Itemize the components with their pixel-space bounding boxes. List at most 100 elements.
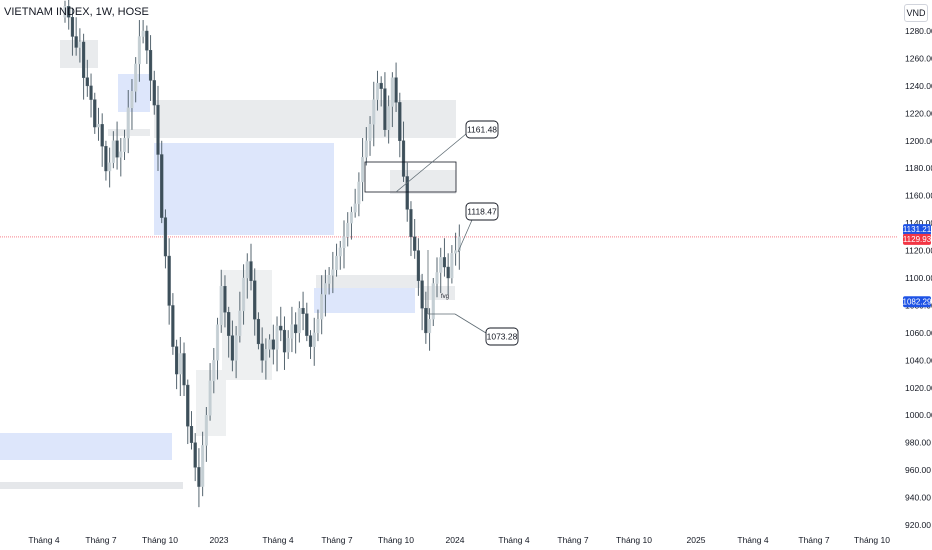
candle-body: [268, 339, 272, 350]
candle-body: [215, 324, 220, 361]
candle-body: [394, 77, 398, 103]
x-tick-label: Tháng 4: [498, 535, 529, 545]
candle-body: [152, 80, 156, 106]
candle-body: [331, 269, 335, 276]
callout-line: [395, 133, 467, 193]
candle-body: [160, 154, 164, 218]
candle-body: [431, 283, 435, 320]
candle-body: [182, 353, 186, 386]
candle-body: [256, 318, 261, 345]
candle-body: [93, 99, 97, 128]
candle-body: [294, 324, 298, 334]
candle-body: [420, 280, 424, 309]
candle-body: [297, 307, 301, 334]
x-tick-label: Tháng 4: [737, 535, 768, 545]
x-tick-label: Tháng 4: [262, 535, 293, 545]
candle-body: [379, 82, 383, 89]
candle-body: [372, 99, 376, 125]
candle-body: [108, 162, 112, 172]
candle-body: [338, 247, 342, 257]
callout-line: [454, 313, 487, 334]
y-tick-label: 940.00: [905, 493, 931, 503]
range-box[interactable]: [364, 161, 457, 193]
chart-title: VIETNAM INDEX, 1W, HOSE: [4, 6, 149, 18]
x-tick-label: 2025: [687, 535, 706, 545]
price-axis-badge: [903, 233, 931, 245]
candle-body: [320, 294, 324, 320]
candle-body: [439, 257, 443, 273]
candle-body: [100, 124, 104, 147]
candle-body: [454, 250, 458, 254]
price-annotation-box[interactable]: [485, 327, 519, 346]
x-tick-label: Tháng 7: [321, 535, 352, 545]
candle-body: [141, 30, 145, 37]
y-tick-label: 1040.00: [905, 355, 932, 365]
candle-body: [409, 209, 413, 238]
y-tick-label: 1100.00: [905, 273, 932, 283]
candle-body: [364, 140, 368, 158]
candle-body: [193, 442, 197, 468]
x-tick-label: 2023: [210, 535, 229, 545]
y-tick-label: 1220.00: [905, 108, 932, 118]
candle-body: [327, 275, 331, 284]
candle-body: [74, 36, 78, 48]
candle-body: [104, 146, 108, 172]
candle-body: [63, 6, 67, 18]
candle-body: [67, 6, 71, 18]
y-tick-label: 1000.00: [905, 410, 932, 420]
zone-box: [0, 433, 172, 460]
candle-body: [342, 236, 346, 249]
candle-body: [290, 324, 294, 339]
y-tick-label: 1120.00: [905, 246, 932, 256]
candle-body: [96, 124, 101, 128]
candle-body: [264, 349, 268, 361]
candle-body: [122, 137, 127, 152]
callout-line: [457, 219, 473, 253]
candle-body: [353, 203, 357, 213]
candle-body: [186, 384, 190, 427]
candle-body: [282, 329, 287, 353]
zone-box: [390, 170, 456, 194]
candle-body: [323, 283, 327, 295]
candle-body: [178, 353, 182, 375]
zone-box: [154, 143, 334, 235]
y-tick-label: 1280.00: [905, 26, 932, 36]
candle-body: [70, 17, 75, 37]
candle-body: [334, 255, 339, 270]
candle-body: [241, 277, 246, 312]
candle-body: [212, 360, 216, 382]
candle-body: [85, 77, 89, 87]
candle-body: [390, 77, 394, 107]
y-tick-label: 1180.00: [905, 163, 932, 173]
candle-body: [201, 445, 205, 487]
fvg-mark: fvg: [441, 294, 449, 300]
candle-body: [156, 104, 160, 155]
candle-body: [450, 253, 454, 279]
y-tick-label: 1160.00: [905, 191, 932, 201]
candle-body: [308, 335, 313, 347]
candle-body: [346, 222, 350, 238]
price-annotation-box[interactable]: [465, 120, 499, 139]
price-annotation-box[interactable]: [465, 202, 499, 221]
candle-body: [301, 307, 305, 314]
candle-body: [174, 346, 179, 375]
candle-body: [81, 41, 86, 78]
price-axis-badge: [903, 296, 931, 308]
currency-unit-button[interactable]: VND: [904, 4, 928, 22]
x-tick-label: 2024: [446, 535, 465, 545]
price-axis-badge-label: 1082.29: [903, 297, 932, 306]
candle-body: [286, 338, 290, 353]
candle-body: [189, 426, 194, 443]
candle-body: [134, 63, 138, 92]
candle-body: [171, 305, 175, 347]
candle-body: [424, 307, 428, 334]
zone-box: [316, 275, 422, 288]
candle-body: [111, 140, 115, 163]
x-tick-label: Tháng 10: [378, 535, 414, 545]
y-tick-label: 1060.00: [905, 328, 932, 338]
candle-body: [130, 91, 134, 109]
price-axis-badge-label: 1129.93: [903, 235, 932, 244]
candle-body: [398, 102, 402, 141]
candle-body: [230, 335, 234, 361]
